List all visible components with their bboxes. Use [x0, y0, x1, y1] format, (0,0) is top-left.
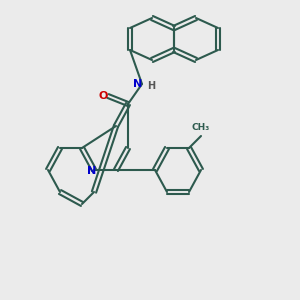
Text: CH₃: CH₃ [192, 124, 210, 133]
Text: O: O [98, 91, 108, 101]
Text: H: H [147, 81, 155, 91]
Text: N: N [87, 166, 97, 176]
Text: N: N [134, 79, 142, 89]
